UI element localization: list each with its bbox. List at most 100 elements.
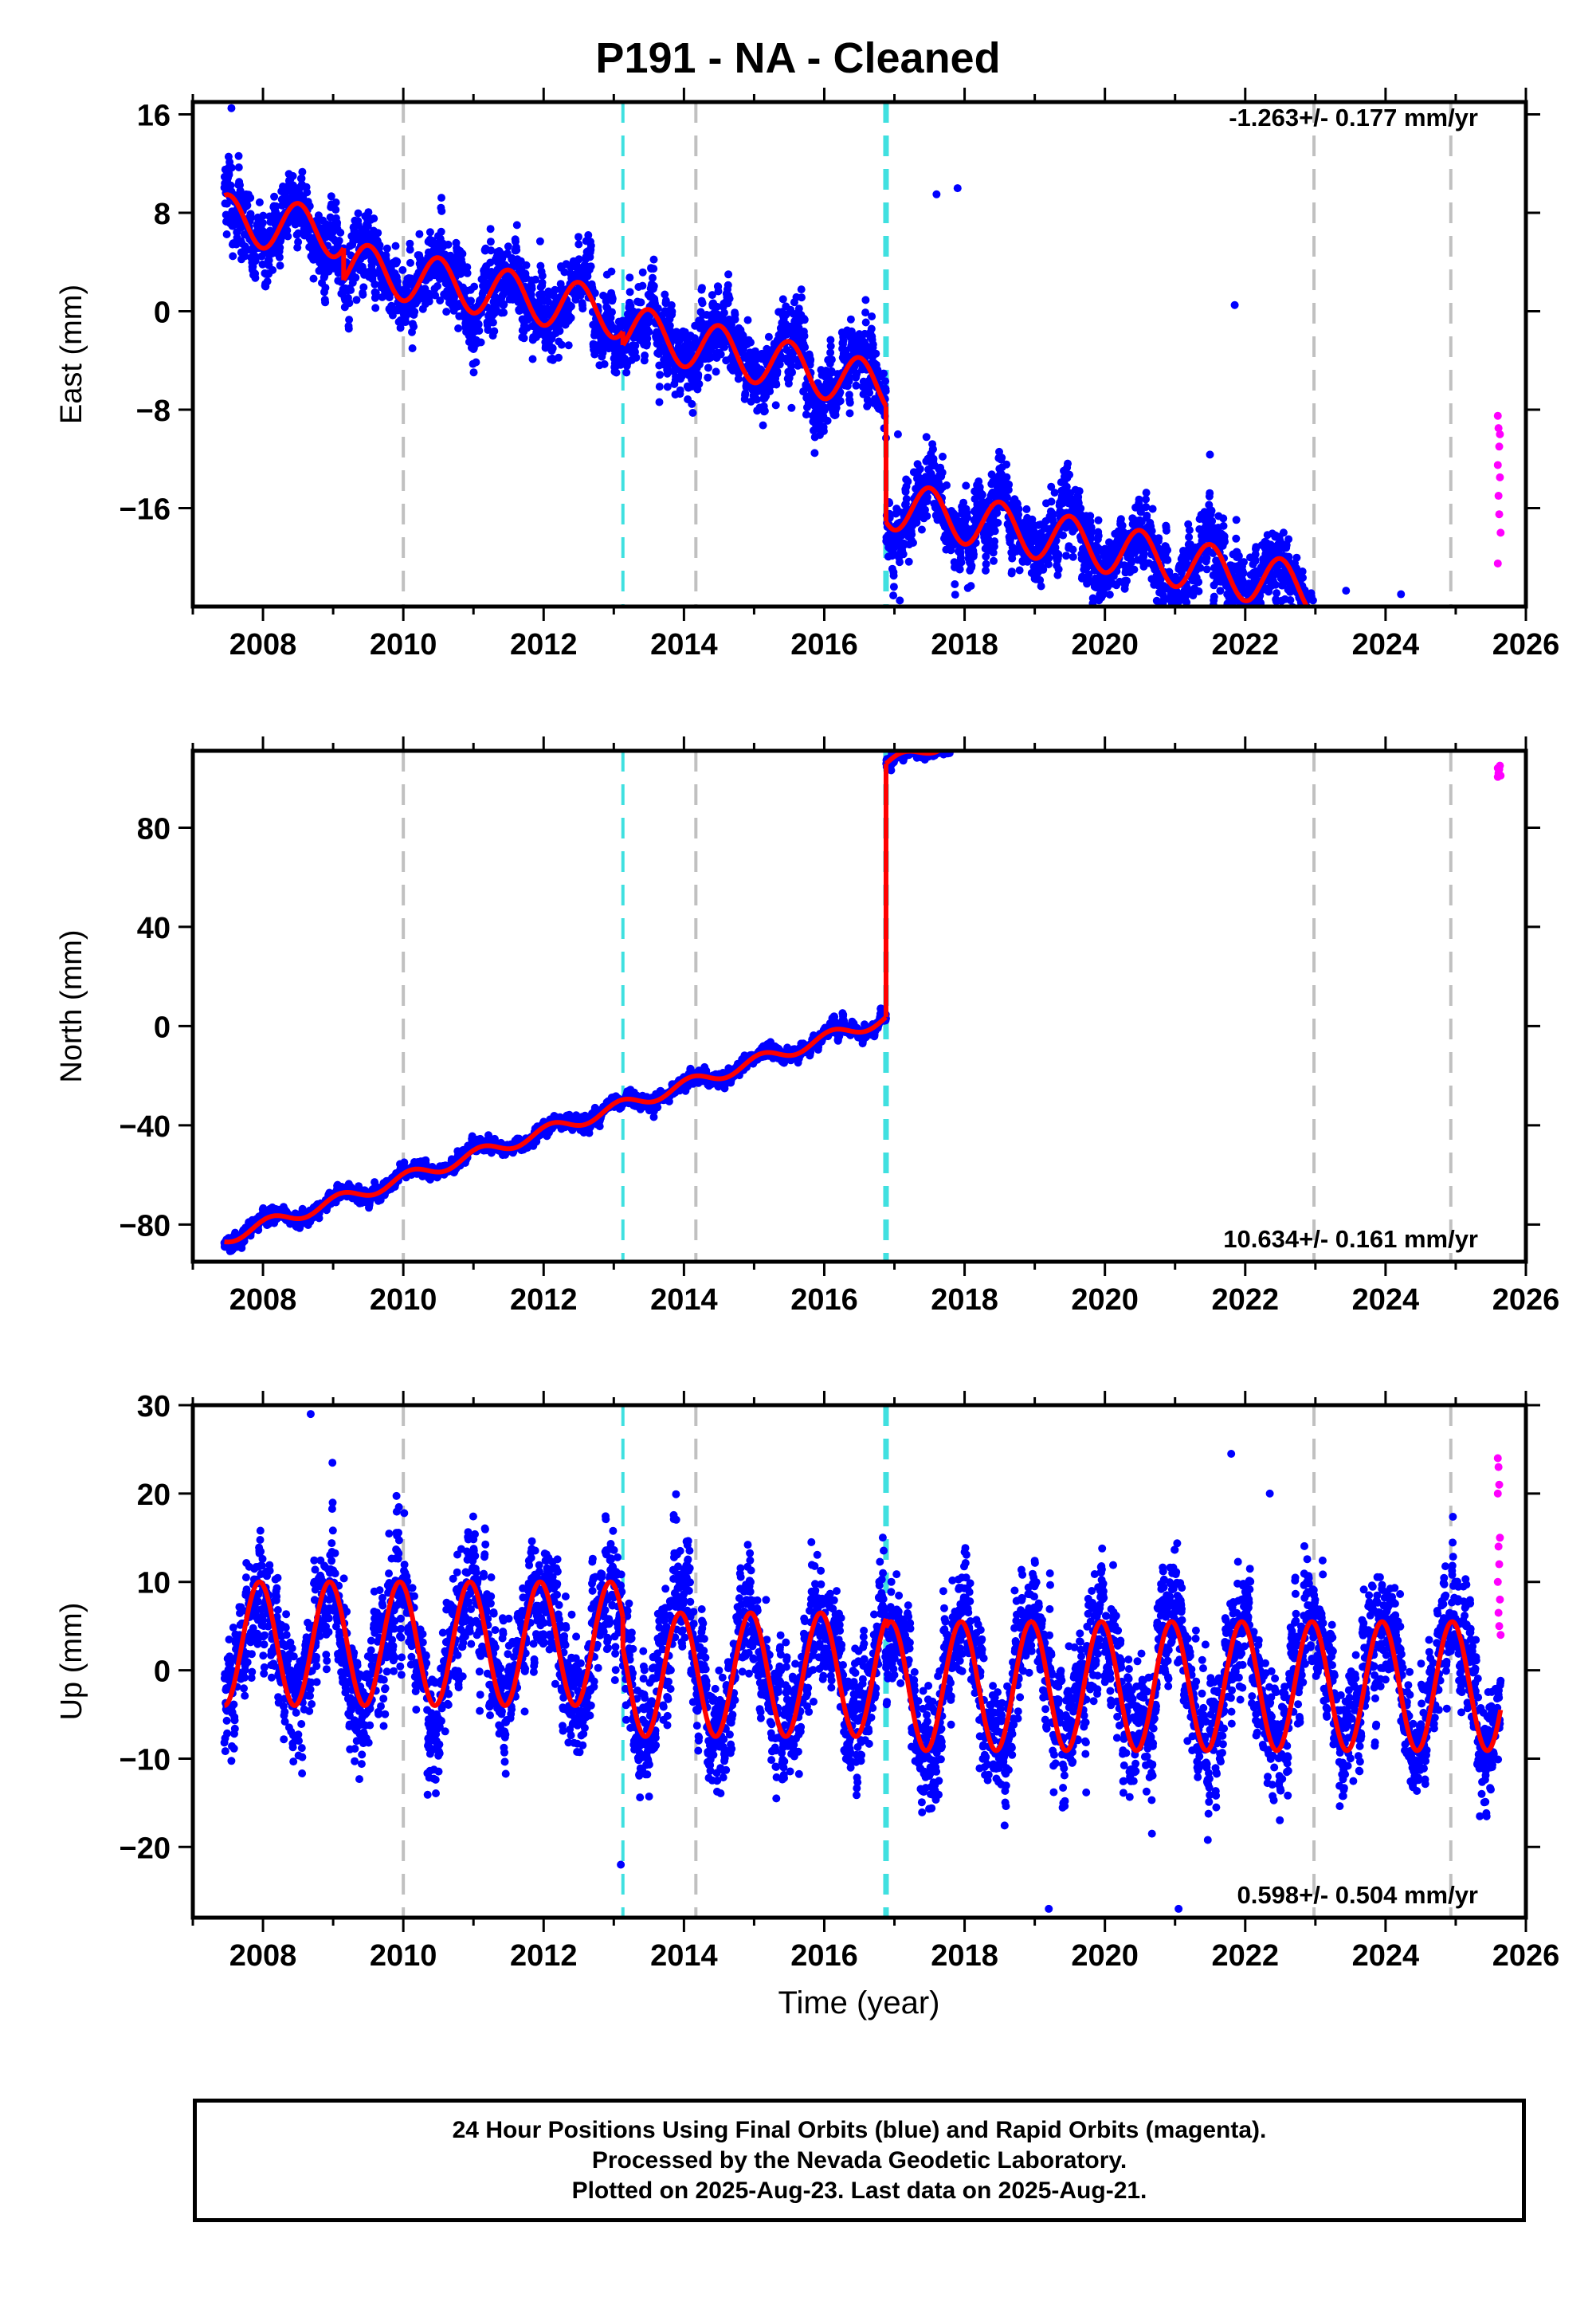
final-orbit-point xyxy=(1221,538,1229,546)
final-orbit-point xyxy=(1367,670,1374,677)
final-orbit-point xyxy=(904,477,912,485)
final-orbit-point xyxy=(846,410,854,418)
final-orbit-point xyxy=(1280,528,1288,536)
final-orbit-point xyxy=(890,571,898,579)
final-orbit-point xyxy=(487,225,495,233)
final-orbit-point xyxy=(704,374,712,382)
final-orbit-point xyxy=(1194,578,1202,586)
final-orbit-point xyxy=(978,491,986,499)
final-orbit-point xyxy=(1343,625,1351,633)
final-orbit-point xyxy=(656,371,664,379)
final-orbit-point xyxy=(601,360,609,368)
final-orbit-point xyxy=(1231,608,1239,616)
final-orbit-point xyxy=(235,152,243,160)
final-orbit-point xyxy=(520,334,528,342)
final-orbit-point xyxy=(1386,705,1394,713)
final-orbit-point xyxy=(464,269,472,277)
final-orbit-point xyxy=(1382,685,1390,693)
final-orbit-point xyxy=(574,233,582,241)
final-orbit-point xyxy=(1149,505,1157,513)
final-orbit-point xyxy=(1298,622,1306,630)
final-orbit-point xyxy=(1338,642,1346,650)
final-orbit-point xyxy=(1374,689,1382,697)
final-orbit-point xyxy=(528,285,536,293)
final-orbit-point xyxy=(1368,662,1376,670)
final-orbit-point xyxy=(1377,674,1385,682)
final-orbit-point xyxy=(1386,705,1394,713)
final-orbit-point xyxy=(1383,688,1391,696)
final-orbit-point xyxy=(1206,450,1214,458)
final-orbit-point xyxy=(896,596,904,604)
final-orbit-point xyxy=(1181,618,1189,626)
final-orbit-point xyxy=(837,397,845,405)
final-orbit-point xyxy=(475,327,483,335)
final-orbit-point xyxy=(1382,727,1390,735)
final-orbit-point xyxy=(1327,701,1335,709)
final-orbit-point xyxy=(1342,652,1350,660)
final-orbit-point xyxy=(229,252,237,260)
final-orbit-point xyxy=(720,309,728,317)
final-orbit-point xyxy=(513,221,521,229)
final-orbit-point xyxy=(1384,680,1392,688)
final-orbit-point xyxy=(1377,681,1385,689)
final-orbit-point xyxy=(810,449,818,457)
final-orbit-point xyxy=(1371,727,1378,735)
final-orbit-point xyxy=(1240,569,1248,577)
final-orbit-point xyxy=(1014,505,1022,513)
final-orbit-point xyxy=(1339,621,1347,629)
final-orbit-point xyxy=(383,245,391,253)
final-orbit-point xyxy=(1240,558,1248,566)
final-orbit-point xyxy=(1320,711,1328,719)
final-orbit-point xyxy=(1376,695,1384,703)
final-orbit-point xyxy=(1341,657,1349,665)
final-orbit-point xyxy=(1331,671,1339,679)
final-orbit-point xyxy=(1370,709,1378,717)
final-orbit-point xyxy=(1363,673,1371,681)
final-orbit-point xyxy=(1196,564,1204,572)
final-orbit-point xyxy=(779,295,787,303)
final-orbit-point xyxy=(1309,596,1317,604)
final-orbit-point xyxy=(284,233,292,241)
final-orbit-point xyxy=(1386,689,1394,697)
final-orbit-point xyxy=(1316,707,1324,715)
final-orbit-point xyxy=(1166,631,1174,639)
final-orbit-point xyxy=(1310,616,1318,624)
final-orbit-point xyxy=(1386,700,1394,708)
final-orbit-point xyxy=(1378,681,1386,689)
final-orbit-point xyxy=(1305,634,1313,642)
final-orbit-point xyxy=(951,580,959,588)
final-orbit-point xyxy=(939,469,947,477)
final-orbit-point xyxy=(264,277,272,285)
final-orbit-point xyxy=(269,266,276,274)
final-orbit-point xyxy=(1363,687,1371,695)
final-orbit-point xyxy=(694,371,702,379)
final-orbit-point xyxy=(1335,685,1343,693)
final-orbit-point xyxy=(1358,667,1366,675)
final-orbit-point xyxy=(1311,711,1319,719)
final-orbit-point xyxy=(489,319,497,327)
final-orbit-point xyxy=(865,389,873,397)
final-orbit-point xyxy=(1367,687,1374,695)
final-orbit-point xyxy=(1345,693,1353,701)
final-orbit-point xyxy=(1365,697,1373,705)
final-orbit-point xyxy=(1237,611,1245,619)
final-orbit-point xyxy=(832,411,840,419)
final-orbit-point xyxy=(1037,583,1045,591)
final-orbit-point xyxy=(976,483,984,491)
final-orbit-point xyxy=(1302,617,1310,625)
final-orbit-point xyxy=(1302,609,1310,617)
final-orbit-point xyxy=(1022,505,1030,513)
final-orbit-point xyxy=(939,453,947,461)
final-orbit-point xyxy=(852,382,860,390)
final-orbit-point xyxy=(1363,700,1371,708)
final-orbit-point xyxy=(962,481,970,489)
final-orbit-point xyxy=(1089,613,1097,621)
final-orbit-point xyxy=(1331,666,1339,674)
final-orbit-point xyxy=(246,194,254,202)
final-orbit-point xyxy=(1304,625,1312,633)
final-orbit-point xyxy=(881,377,889,385)
final-orbit-point xyxy=(1327,708,1335,716)
final-orbit-point xyxy=(1076,487,1084,495)
final-orbit-point xyxy=(1329,709,1337,717)
